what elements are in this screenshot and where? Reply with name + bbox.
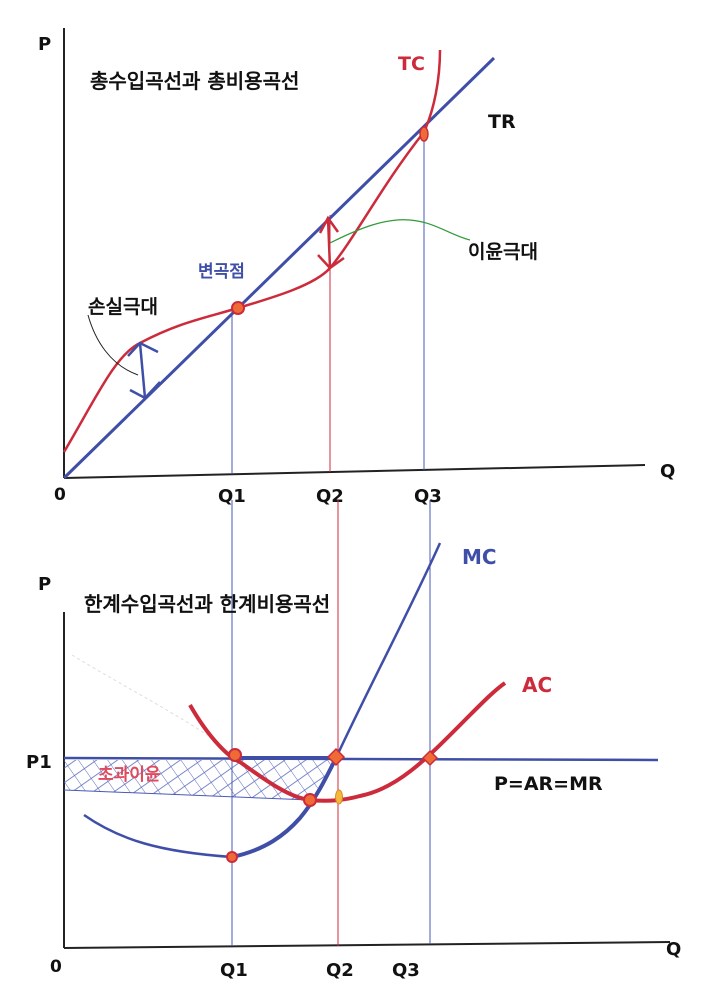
bottom-y-label: P [38, 574, 51, 595]
bottom-panel: P Q 0 한계수입곡선과 한계비용곡선 MC AC P1 P=AR=MR 초과… [26, 500, 681, 981]
tc-label: TC [398, 53, 425, 75]
top-q2-label: Q2 [316, 486, 344, 507]
ac-label: AC [522, 673, 552, 697]
top-x-axis [63, 464, 646, 479]
bottom-q1-label: Q1 [220, 960, 248, 981]
tc-curve [62, 49, 442, 453]
top-origin-label: 0 [54, 485, 66, 505]
ac-mr-intersection-right [421, 749, 439, 767]
mc-curve-thick [231, 757, 338, 859]
inflection-label: 변곡점 [198, 262, 245, 282]
tc-tr-intersection-point [419, 126, 429, 142]
bottom-x-axis [63, 941, 671, 949]
max-loss-label: 손실극대 [88, 296, 158, 318]
bottom-title: 한계수입곡선과 한계비용곡선 [84, 592, 330, 616]
inflection-point [231, 301, 245, 315]
price-label: P1 [26, 752, 52, 773]
bottom-x-label: Q [666, 939, 681, 960]
max-profit-arrow [317, 215, 345, 270]
mc-min-point [226, 851, 238, 863]
top-y-label: P [38, 34, 51, 55]
top-title: 총수입곡선과 총비용곡선 [90, 69, 299, 93]
faint-guide [71, 654, 216, 741]
mr-line [63, 756, 659, 762]
mr-label: P=AR=MR [494, 773, 603, 795]
ac-min-point [303, 793, 317, 807]
profit-curve [329, 219, 471, 244]
max-loss-arrow [127, 341, 161, 400]
excess-profit-bottom [63, 789, 311, 801]
bottom-q2-label: Q2 [326, 960, 354, 981]
profit-max-point [326, 747, 346, 767]
top-panel: P Q 0 총수입곡선과 총비용곡선 TC TR 변곡점 손실극대 이윤극대 Q… [38, 28, 675, 507]
max-profit-label: 이윤극대 [468, 241, 538, 263]
ac-mr-intersection-left [228, 748, 242, 762]
tr-label: TR [488, 111, 516, 133]
bottom-origin-label: 0 [50, 957, 62, 977]
mc-label: MC [462, 545, 497, 569]
top-q3-label: Q3 [414, 486, 442, 507]
mc-curve [83, 542, 442, 859]
max-loss-leader [87, 314, 139, 376]
excess-profit-label: 초과이윤 [98, 765, 161, 785]
ac-q2-point [335, 789, 343, 805]
bottom-q3-label: Q3 [392, 960, 420, 981]
top-q1-label: Q1 [218, 486, 246, 507]
top-x-label: Q [660, 461, 675, 482]
excess-profit-area [64, 760, 336, 800]
